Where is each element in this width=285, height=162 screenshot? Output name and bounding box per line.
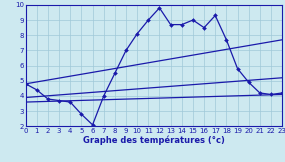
X-axis label: Graphe des températures (°c): Graphe des températures (°c) [83, 135, 225, 145]
